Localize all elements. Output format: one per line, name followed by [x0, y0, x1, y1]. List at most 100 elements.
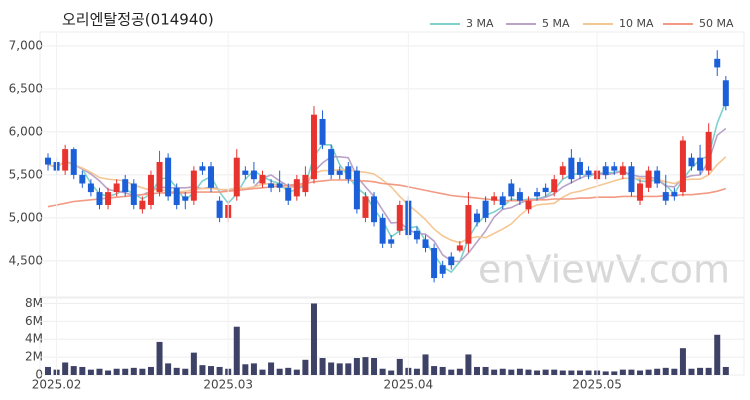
legend-label: 50 MA — [699, 17, 734, 30]
candle-body — [654, 170, 661, 184]
volume-bar — [362, 357, 369, 375]
volume-bar — [379, 368, 386, 375]
candle-body — [482, 200, 489, 218]
y-tick-label: 4M — [25, 332, 43, 346]
volume-bar — [697, 367, 704, 375]
volume-bar — [722, 366, 729, 375]
volume-bar — [259, 369, 266, 375]
volume-bar — [491, 369, 498, 375]
volume-bar — [45, 366, 51, 375]
candle-body — [62, 149, 69, 171]
volume-bar — [559, 370, 566, 375]
volume-bar — [268, 362, 275, 375]
volume-bar — [302, 359, 309, 375]
volume-bar — [542, 369, 549, 375]
volume-bar — [371, 358, 378, 375]
volume-bar — [130, 367, 137, 375]
y-tick-label: 6,500 — [9, 81, 43, 95]
volume-panel — [39, 297, 745, 376]
legend-label: 5 MA — [542, 17, 570, 30]
volume-bar — [233, 326, 240, 375]
volume-bar — [242, 364, 249, 375]
candle-body — [697, 157, 704, 171]
volume-bar — [456, 368, 463, 375]
candle-body — [568, 157, 575, 180]
volume-bar — [319, 358, 326, 375]
candle-body — [242, 170, 249, 175]
volume-bar — [645, 369, 652, 375]
candle-body — [345, 166, 352, 180]
candle-body — [491, 196, 498, 201]
candle-body — [551, 179, 558, 193]
volume-bar — [585, 370, 592, 375]
candle-body — [199, 166, 206, 171]
candle-body — [585, 170, 592, 175]
volume-bar — [439, 366, 446, 375]
candle-body — [276, 183, 283, 188]
candle-body — [671, 192, 678, 197]
volume-bar — [671, 368, 678, 375]
candle-body — [439, 265, 446, 274]
candle-body — [353, 170, 360, 210]
volume-bar — [499, 368, 506, 375]
legend-label: 10 MA — [619, 17, 654, 30]
candle-body — [413, 230, 420, 240]
volume-bar — [508, 369, 515, 375]
volume-bar — [474, 366, 480, 375]
candle-body — [130, 183, 137, 205]
volume-bar — [310, 303, 317, 375]
candle-body — [525, 200, 532, 210]
volume-bar — [482, 366, 489, 375]
volume-bar — [199, 365, 206, 375]
candle-body — [431, 247, 438, 279]
candle-body — [662, 192, 669, 201]
candle-body — [182, 196, 189, 201]
volume-bar — [611, 371, 618, 375]
candle-body — [611, 166, 618, 171]
candle-body — [422, 239, 429, 248]
candle-body — [499, 196, 506, 205]
volume-bar — [276, 368, 283, 375]
candle-body — [688, 157, 695, 167]
y-tick-label: 8M — [25, 296, 43, 310]
candle-body — [474, 213, 480, 223]
candle-body — [637, 183, 644, 201]
x-tick-label: 2025.02 — [32, 378, 82, 392]
volume-bar — [190, 352, 197, 375]
candle-body — [448, 256, 455, 266]
volume-bar — [688, 368, 695, 375]
candle-body — [113, 183, 120, 193]
candle-body — [516, 192, 523, 201]
volume-bar — [714, 334, 721, 375]
candle-body — [362, 196, 369, 218]
volume-bar — [336, 363, 343, 375]
volume-bar — [388, 370, 395, 375]
volume-bar — [353, 358, 360, 375]
candle-body — [319, 118, 326, 145]
candle-body — [388, 239, 395, 244]
volume-bar — [165, 363, 172, 375]
candle-body — [714, 58, 721, 68]
candle-body — [259, 174, 266, 184]
candle-body — [165, 157, 172, 197]
candle-body — [233, 157, 240, 197]
volume-bar — [216, 366, 223, 375]
chart-title: 오리엔탈정공(014940) — [62, 11, 214, 29]
y-tick-label: 6,000 — [9, 124, 43, 138]
volume-bar — [628, 369, 635, 375]
candle-body — [559, 166, 566, 175]
ma-line — [47, 179, 727, 208]
candle-body — [156, 161, 163, 193]
candle-body — [628, 166, 635, 193]
candle-body — [79, 174, 86, 184]
candle-body — [645, 170, 652, 188]
candle-body — [371, 196, 378, 223]
candle-body — [379, 217, 386, 244]
y-tick-label: 2M — [25, 350, 43, 364]
candle-body — [310, 114, 317, 180]
volume-bar — [525, 369, 532, 375]
volume-bar — [396, 358, 403, 375]
candle-body — [602, 166, 609, 175]
volume-bar — [637, 370, 644, 375]
candle-body — [456, 245, 463, 251]
